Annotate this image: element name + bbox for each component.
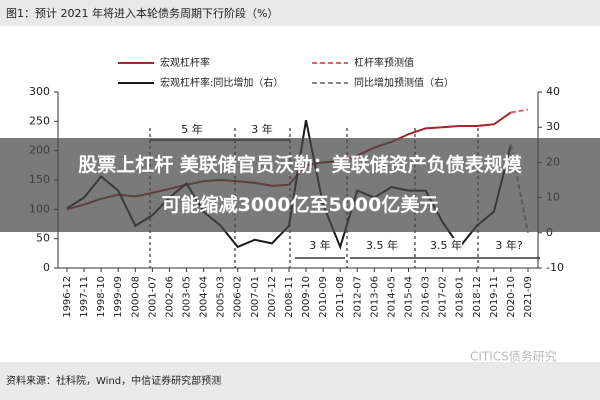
x-tick-label: 2015-04 <box>403 276 414 318</box>
x-tick-label: 2001-07 <box>147 276 158 318</box>
x-tick-label: 2007-01 <box>250 276 261 318</box>
annotation-bg <box>246 122 278 138</box>
legend-label: 杠杆率预测值 <box>354 56 414 69</box>
x-tick-label: 2007-12 <box>267 276 278 318</box>
x-tick-label: 2012-07 <box>352 276 363 318</box>
source: 资料来源：社科院，Wind，中信证券研究部预测 <box>6 374 221 387</box>
y-tick-label: 50 <box>36 232 50 245</box>
x-tick-label: 1997-11 <box>79 276 90 318</box>
x-tick-label: 2020-10 <box>506 276 517 318</box>
x-tick-label: 2011-08 <box>335 276 346 318</box>
y2-tick-label: 0 <box>546 226 553 239</box>
legend-label: 宏观杠杆率:同比增加（右） <box>160 76 283 89</box>
x-tick-label: 1999-09 <box>113 276 124 318</box>
x-tick-label: 2021-09 <box>523 276 534 318</box>
y2-tick-label: 30 <box>546 120 560 133</box>
x-tick-label: 2014-05 <box>386 276 397 318</box>
period-arrows <box>149 128 540 268</box>
x-tick-label: 2008-11 <box>284 276 295 318</box>
annotation: 3.5 年 <box>430 238 462 252</box>
annotation: 3 年? <box>495 238 522 252</box>
y-tick-label: 0 <box>43 261 50 274</box>
x-tick-label: 2019-11 <box>489 276 500 318</box>
x-tick-label: 2002-06 <box>164 276 175 318</box>
banner-line: 股票上杠杆 美联储官员沃勒：美联储资产负债表规模 <box>78 154 522 176</box>
x-tick-label: 2013-06 <box>369 276 380 318</box>
y2-tick-label: 40 <box>546 85 560 98</box>
x-tick-label: 2017-02 <box>438 276 449 318</box>
annotation-bg <box>176 122 208 138</box>
annotation: 3.5 年 <box>366 238 398 252</box>
x-tick-label: 2005-03 <box>216 276 227 318</box>
annotation-bg <box>430 238 462 254</box>
news-banner: 股票上杠杆 美联储官员沃勒：美联储资产负债表规模 可能缩减3000亿至5000亿… <box>0 138 600 232</box>
watermark: CITICS债务研究 <box>470 349 557 364</box>
annotation: 5 年 <box>181 122 203 136</box>
x-tick-label: 1996-12 <box>62 276 73 318</box>
y-tick-label: 300 <box>29 85 50 98</box>
x-tick-label: 2000-08 <box>130 276 141 318</box>
legend-label: 宏观杠杆率 <box>160 56 210 69</box>
series-line <box>510 108 529 114</box>
annotation-bg <box>304 238 336 254</box>
x-tick-label: 2006-02 <box>233 276 244 318</box>
header-bar <box>0 0 600 26</box>
y-tick-label: 250 <box>29 114 50 127</box>
footer-bar <box>0 362 600 400</box>
x-tick-label: 1998-10 <box>96 276 107 318</box>
x-tick-label: 2010-09 <box>318 276 329 318</box>
chart-title: 图1：预计 2021 年将进入本轮债务周期下行阶段（%） <box>6 6 278 20</box>
legend-label: 同比增加预测值（右） <box>354 76 454 89</box>
annotation-bg <box>493 238 525 254</box>
x-tick-label: 2018-12 <box>472 276 483 318</box>
x-tick-label: 2009-10 <box>301 276 312 318</box>
x-tick-label: 2003-05 <box>182 276 193 318</box>
annotation-bg <box>366 238 398 254</box>
x-tick-label: 2018-01 <box>455 276 466 318</box>
banner-line: 可能缩减3000亿至5000亿美元 <box>161 194 439 216</box>
y2-tick-label: -10 <box>546 261 564 274</box>
x-tick-label: 2004-04 <box>199 276 210 318</box>
x-tick-label: 2016-03 <box>421 276 432 318</box>
annotation: 3 年 <box>251 122 273 136</box>
annotation: 3 年 <box>309 238 331 252</box>
